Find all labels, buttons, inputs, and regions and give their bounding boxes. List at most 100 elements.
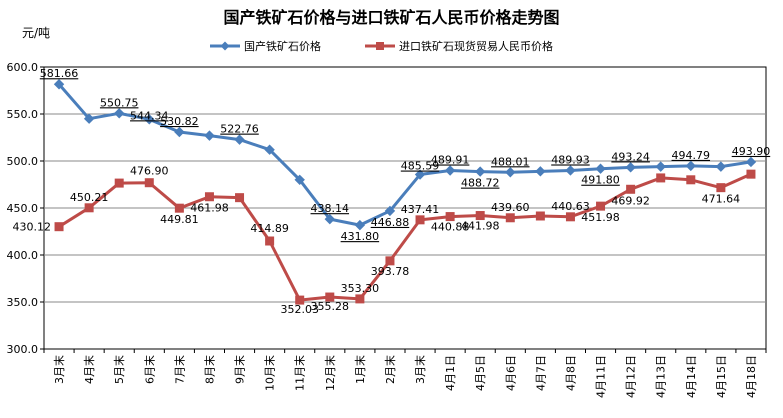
data-point (444, 165, 456, 176)
data-point (746, 169, 756, 179)
data-label: 440.63 (551, 200, 590, 213)
y-axis-label: 元/吨 (22, 26, 51, 40)
x-tick-label: 12月末 (323, 355, 337, 391)
x-tick-label: 4月1日 (444, 355, 457, 391)
y-tick-label: 450.0 (7, 202, 39, 215)
data-point (174, 203, 184, 213)
data-point (596, 201, 606, 211)
y-tick-label: 400.0 (7, 249, 39, 262)
x-tick-label: 4月6日 (504, 355, 517, 391)
data-label: 461.98 (190, 202, 229, 215)
data-point (294, 174, 305, 186)
data-point (445, 212, 455, 222)
data-label: 451.98 (581, 211, 620, 224)
data-point (264, 144, 275, 155)
data-point (414, 169, 426, 180)
data-label: 352.03 (280, 303, 319, 316)
y-tick-label: 300.0 (7, 343, 39, 356)
x-tick-label: 4月15日 (715, 355, 728, 398)
x-tick-label: 9月末 (233, 355, 247, 384)
x-tick-label: 3月末 (413, 355, 427, 384)
data-point (715, 161, 727, 172)
data-point (54, 222, 64, 232)
data-label: 439.60 (491, 201, 530, 214)
x-tick-label: 4月14日 (685, 355, 698, 398)
data-point (505, 213, 515, 223)
data-point (235, 193, 245, 203)
y-tick-label: 500.0 (7, 155, 39, 168)
data-point (655, 161, 666, 172)
data-label: 355.28 (311, 300, 350, 313)
data-point (355, 294, 365, 304)
data-point (385, 256, 395, 266)
data-point (716, 183, 726, 193)
data-point (475, 211, 485, 221)
data-label: 488.01 (491, 155, 530, 168)
data-point (685, 160, 696, 172)
data-point (505, 167, 516, 178)
data-label: 393.78 (371, 265, 410, 278)
data-point (415, 215, 425, 225)
y-tick-label: 550.0 (7, 108, 39, 121)
data-point (234, 134, 245, 145)
data-label: 485.59 (401, 160, 440, 173)
data-label: 522.76 (220, 123, 259, 136)
data-point (325, 292, 335, 302)
x-tick-label: 11月末 (293, 355, 307, 391)
legend-label-1: 国产铁矿石价格 (244, 39, 321, 53)
data-label: 544.34 (130, 109, 169, 122)
x-tick-label: 4月8日 (564, 355, 577, 391)
data-point (295, 295, 305, 305)
data-label: 431.80 (341, 230, 380, 243)
data-label: 414.89 (250, 222, 289, 235)
x-tick-label: 5月末 (112, 355, 126, 384)
x-tick-label: 4月11日 (595, 355, 608, 398)
legend-marker (220, 41, 230, 51)
x-tick-label: 4月13日 (655, 355, 668, 398)
data-point (626, 184, 636, 194)
x-tick-label: 7月末 (172, 355, 186, 384)
x-tick-label: 2月末 (383, 355, 397, 384)
x-tick-label: 4月5日 (474, 355, 487, 391)
data-point (114, 178, 124, 188)
x-tick-label: 4月18日 (745, 355, 758, 398)
data-label: 437.41 (401, 203, 440, 216)
data-label: 353.30 (341, 282, 380, 295)
legend-label-2: 进口铁矿石现货贸易人民币价格 (399, 39, 553, 53)
y-tick-label: 350.0 (7, 296, 39, 309)
data-point (686, 175, 696, 185)
data-point (204, 192, 214, 202)
data-point (144, 114, 155, 125)
data-label: 430.12 (13, 221, 52, 234)
data-point (265, 236, 275, 246)
data-point (384, 205, 396, 217)
data-label: 493.24 (611, 150, 650, 163)
data-label: 438.14 (311, 202, 350, 215)
data-label: 489.93 (551, 153, 590, 166)
x-tick-label: 10月末 (263, 355, 277, 391)
data-point (204, 130, 215, 141)
data-point (144, 178, 154, 188)
data-label: 449.81 (160, 213, 199, 226)
data-label: 441.98 (461, 220, 500, 233)
data-point (565, 212, 575, 222)
data-point (745, 156, 757, 168)
x-tick-label: 4月12日 (625, 355, 638, 398)
data-point (565, 165, 576, 176)
data-label: 489.91 (431, 153, 470, 166)
data-label: 491.80 (581, 174, 620, 187)
x-tick-label: 4月末 (82, 355, 96, 384)
data-point (174, 126, 185, 138)
data-point (354, 219, 366, 231)
x-tick-label: 1月末 (353, 355, 367, 384)
data-label: 446.88 (371, 216, 410, 229)
data-label: 488.72 (461, 177, 500, 190)
data-label: 469.92 (611, 194, 650, 207)
data-point (625, 162, 636, 173)
data-point (83, 113, 95, 124)
data-label: 550.75 (100, 96, 139, 109)
data-point (656, 173, 666, 183)
x-tick-label: 8月末 (202, 355, 216, 384)
data-point (535, 211, 545, 221)
